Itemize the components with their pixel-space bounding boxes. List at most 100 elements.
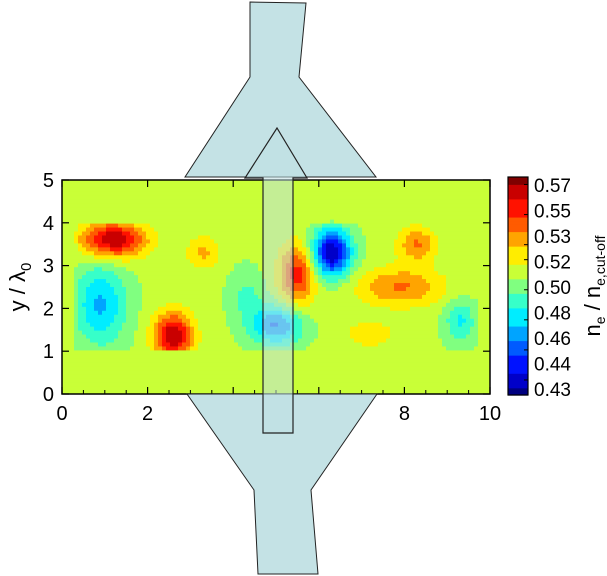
heatmap-cell — [246, 279, 251, 284]
heatmap-cell — [186, 235, 191, 241]
heatmap-cell — [146, 386, 151, 391]
heatmap-cell — [82, 199, 87, 205]
heatmap-cell — [430, 183, 435, 189]
heatmap-cell — [298, 271, 303, 276]
heatmap-cell — [82, 362, 87, 367]
heatmap-cell — [194, 298, 199, 304]
heatmap-cell — [302, 283, 307, 288]
heatmap-cell — [134, 187, 139, 193]
heatmap-cell — [86, 366, 91, 371]
heatmap-cell — [238, 187, 243, 193]
heatmap-cell — [294, 334, 299, 340]
heatmap-cell — [218, 243, 223, 248]
heatmap-cell — [158, 235, 163, 241]
heatmap-cell — [162, 334, 167, 340]
heatmap-cell — [430, 219, 435, 225]
heatmap-cell — [390, 211, 395, 217]
heatmap-cell — [62, 287, 67, 292]
heatmap-cell — [218, 366, 223, 371]
heatmap-cell — [422, 350, 427, 355]
heatmap-cell — [98, 243, 103, 248]
heatmap-cell — [110, 227, 115, 233]
heatmap-cell — [258, 235, 263, 241]
heatmap-cell — [178, 207, 183, 213]
heatmap-cell — [202, 334, 207, 340]
heatmap-cell — [250, 302, 255, 308]
heatmap-cell — [106, 191, 111, 197]
heatmap-cell — [174, 207, 179, 213]
heatmap-cell — [86, 326, 91, 332]
heatmap-cell — [410, 362, 415, 367]
heatmap-cell — [394, 378, 399, 383]
heatmap-cell — [142, 231, 147, 237]
heatmap-cell — [182, 231, 187, 237]
heatmap-cell — [350, 283, 355, 288]
heatmap-cell — [246, 370, 251, 375]
heatmap-cell — [342, 180, 347, 185]
heatmap-cell — [202, 374, 207, 379]
heatmap-cell — [214, 180, 219, 185]
heatmap-cell — [366, 310, 371, 316]
heatmap-cell — [130, 342, 135, 348]
heatmap-cell — [134, 306, 139, 312]
heatmap-cell — [182, 235, 187, 241]
heatmap-cell — [222, 231, 227, 237]
heatmap-cell — [414, 322, 419, 328]
heatmap-cell — [182, 318, 187, 324]
heatmap-cell — [162, 314, 167, 320]
heatmap-cell — [138, 215, 143, 221]
heatmap-cell — [158, 255, 163, 260]
heatmap-cell — [214, 330, 219, 336]
heatmap-cell — [82, 263, 87, 268]
heatmap-cell — [134, 195, 139, 201]
heatmap-cell — [382, 187, 387, 193]
heatmap-cell — [210, 334, 215, 340]
heatmap-cell — [218, 338, 223, 344]
heatmap-cell — [294, 370, 299, 375]
heatmap-cell — [106, 251, 111, 256]
heatmap-cell — [346, 350, 351, 355]
heatmap-cell — [382, 302, 387, 308]
heatmap-cell — [102, 334, 107, 340]
heatmap-cell — [242, 374, 247, 379]
heatmap-cell — [310, 366, 315, 371]
heatmap-cell — [114, 287, 119, 292]
heatmap-cell — [66, 287, 71, 292]
heatmap-cell — [238, 362, 243, 367]
heatmap-cell — [250, 346, 255, 351]
heatmap-cell — [314, 255, 319, 260]
heatmap-cell — [186, 306, 191, 312]
heatmap-cell — [154, 191, 159, 197]
heatmap-cell — [370, 318, 375, 324]
heatmap-cell — [390, 287, 395, 292]
heatmap-cell — [154, 338, 159, 344]
heatmap-cell — [198, 199, 203, 205]
heatmap-cell — [414, 251, 419, 256]
heatmap-cell — [402, 318, 407, 324]
heatmap-cell — [234, 330, 239, 336]
heatmap-cell — [334, 275, 339, 280]
heatmap-cell — [250, 310, 255, 316]
heatmap-cell — [322, 227, 327, 233]
heatmap-cell — [170, 338, 175, 344]
heatmap-cell — [350, 382, 355, 387]
heatmap-cell — [298, 310, 303, 316]
heatmap-cell — [242, 259, 247, 264]
heatmap-cell — [398, 223, 403, 229]
heatmap-cell — [234, 326, 239, 332]
heatmap-cell — [118, 330, 123, 336]
heatmap-cell — [406, 294, 411, 300]
heatmap-cell — [114, 227, 119, 233]
heatmap-cell — [178, 390, 183, 394]
heatmap-cell — [346, 255, 351, 260]
heatmap-cell — [254, 382, 259, 387]
heatmap-cell — [178, 306, 183, 312]
heatmap-cell — [258, 330, 263, 336]
heatmap-cell — [382, 354, 387, 359]
heatmap-cell — [258, 271, 263, 276]
heatmap-cell — [142, 298, 147, 304]
heatmap-cell — [306, 326, 311, 332]
heatmap-cell — [106, 290, 111, 296]
heatmap-cell — [414, 294, 419, 300]
heatmap-cell — [430, 223, 435, 229]
